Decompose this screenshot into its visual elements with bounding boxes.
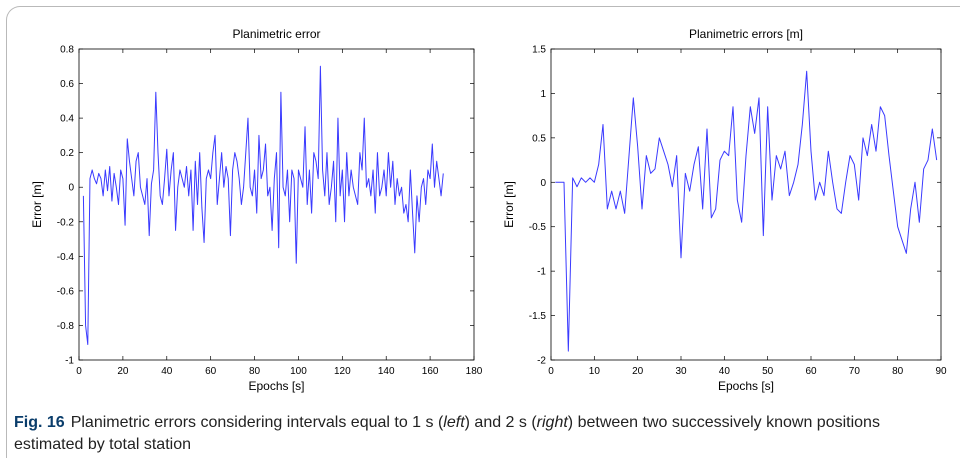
- x-tick-label: 60: [205, 366, 217, 377]
- series-line: [82, 65, 444, 345]
- caption-text-2: ) and 2 s (: [464, 414, 537, 431]
- y-tick-label: -0.8: [57, 321, 75, 332]
- plot-area: [550, 48, 942, 361]
- x-tick-label: 120: [334, 366, 351, 377]
- x-tick-label: 0: [548, 366, 554, 377]
- x-tick-label: 70: [849, 366, 861, 377]
- x-tick-label: 160: [422, 366, 439, 377]
- x-tick-label: 60: [805, 366, 817, 377]
- x-tick-label: 30: [675, 366, 687, 377]
- chart-title: Planimetric error: [232, 27, 320, 41]
- y-tick-label: -2: [537, 356, 546, 367]
- plot-area: [78, 48, 475, 361]
- y-tick-label: 1: [540, 89, 546, 100]
- x-tick-label: 20: [117, 366, 129, 377]
- caption-text-3: ) between two successively known positio…: [14, 414, 880, 453]
- y-tick-label: 0.6: [60, 79, 74, 90]
- y-axis-label: Error [m]: [30, 181, 44, 228]
- y-tick-label: 0: [540, 178, 546, 189]
- y-tick-label: -0.6: [57, 286, 75, 297]
- figure-caption: Fig. 16 Planimetric errors considering in…: [14, 412, 944, 456]
- y-tick-label: 0: [68, 183, 74, 194]
- y-tick-label: -0.5: [529, 222, 547, 233]
- figure-frame: [6, 6, 960, 458]
- y-tick-label: -1.5: [529, 311, 547, 322]
- caption-text-1: Planimetric errors considering intervals…: [70, 414, 444, 431]
- caption-right-word: right: [536, 414, 568, 431]
- x-tick-label: 10: [589, 366, 601, 377]
- x-axis-label: Epochs [s]: [248, 379, 304, 393]
- x-axis-label: Epochs [s]: [718, 379, 774, 393]
- y-tick-label: 0.4: [60, 114, 74, 125]
- x-tick-label: 40: [719, 366, 731, 377]
- x-tick-label: 50: [762, 366, 774, 377]
- figure-label: Fig. 16: [14, 414, 65, 431]
- x-tick-label: 100: [290, 366, 307, 377]
- y-tick-label: 1.5: [532, 45, 546, 56]
- y-tick-label: 0.8: [60, 45, 74, 56]
- x-tick-label: 180: [466, 366, 483, 377]
- x-tick-label: 20: [632, 366, 644, 377]
- y-tick-label: -0.2: [57, 217, 75, 228]
- x-tick-label: 0: [76, 366, 82, 377]
- caption-left-word: left: [443, 414, 465, 431]
- y-tick-label: -0.4: [57, 252, 75, 263]
- x-tick-label: 140: [378, 366, 395, 377]
- chart-title: Planimetric errors [m]: [689, 27, 803, 41]
- y-tick-label: -1: [537, 267, 546, 278]
- chart-right: Planimetric errors [m]0 10 20 30 40 50 60 70 80 9…: [502, 27, 947, 393]
- x-tick-label: 80: [892, 366, 904, 377]
- series-line: [555, 70, 938, 352]
- y-tick-label: 0.2: [60, 148, 74, 159]
- y-tick-label: 0.5: [532, 133, 546, 144]
- x-tick-label: 90: [935, 366, 947, 377]
- x-tick-label: 40: [161, 366, 173, 377]
- y-axis-label: Error [m]: [502, 181, 516, 228]
- x-tick-label: 80: [249, 366, 261, 377]
- y-tick-label: -1: [65, 356, 74, 367]
- chart-left: Planimetric error 0 20 40 60 80 100 120 140 160 18…: [30, 27, 483, 393]
